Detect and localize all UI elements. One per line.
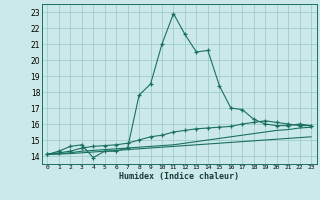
X-axis label: Humidex (Indice chaleur): Humidex (Indice chaleur) <box>119 172 239 181</box>
